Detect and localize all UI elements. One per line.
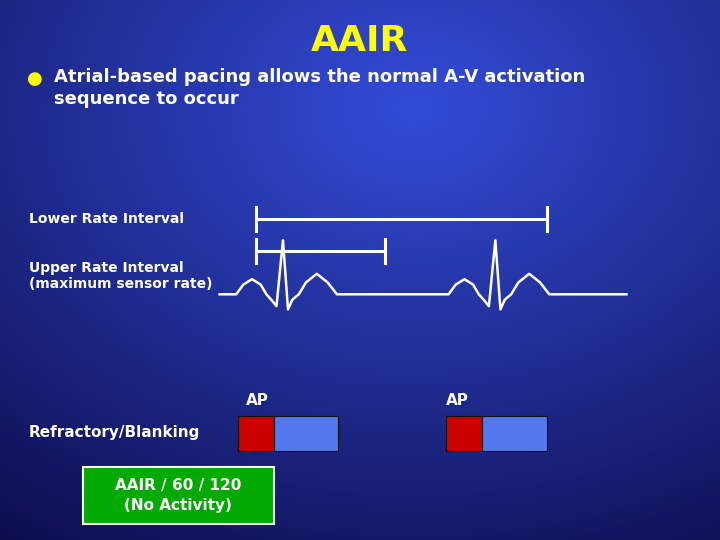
- Text: Atrial-based pacing allows the normal A-V activation
sequence to occur: Atrial-based pacing allows the normal A-…: [54, 68, 585, 107]
- Text: AP: AP: [246, 393, 269, 408]
- Text: Upper Rate Interval
(maximum sensor rate): Upper Rate Interval (maximum sensor rate…: [29, 261, 212, 291]
- Bar: [274, 416, 338, 451]
- Text: AP: AP: [446, 393, 469, 408]
- Text: AAIR / 60 / 120
(No Activity): AAIR / 60 / 120 (No Activity): [115, 478, 241, 513]
- Text: Refractory/Blanking: Refractory/Blanking: [29, 424, 200, 440]
- Bar: [446, 416, 482, 451]
- Bar: [83, 467, 274, 524]
- Bar: [482, 416, 547, 451]
- Text: Lower Rate Interval: Lower Rate Interval: [29, 212, 184, 226]
- Text: ●: ●: [27, 70, 43, 88]
- Bar: [238, 416, 274, 451]
- Text: AAIR: AAIR: [311, 24, 409, 58]
